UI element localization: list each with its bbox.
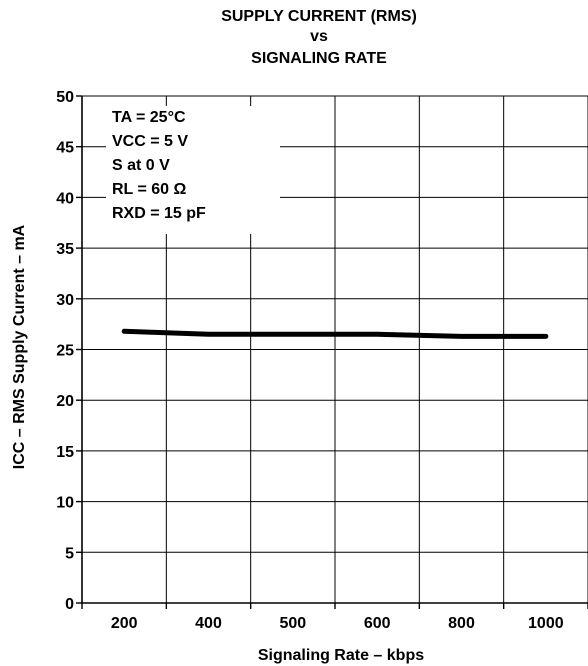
y-tick-label: 20 — [56, 393, 74, 410]
y-axis-title: ICC – RMS Supply Current – mA — [11, 224, 28, 469]
tick-labels: 0 5 10 15 20 25 30 35 40 45 50 200 400 500 600 800 1000 — [56, 89, 564, 632]
condition-rl: RL = 60 Ω — [112, 181, 187, 198]
chart-title-line-2: vs — [310, 28, 328, 45]
condition-vcc: VCC = 5 V — [112, 133, 189, 150]
y-tick-label: 25 — [56, 343, 74, 360]
condition-rxd: RXD = 15 pF — [112, 205, 206, 222]
y-tick-label: 45 — [56, 140, 74, 157]
x-tick-label: 600 — [364, 615, 391, 632]
x-tick-label: 400 — [195, 615, 222, 632]
chart-title-line-1: SUPPLY CURRENT (RMS) — [221, 8, 417, 25]
y-tick-label: 35 — [56, 241, 74, 258]
series-layer — [121, 328, 549, 339]
y-tick-label: 5 — [65, 545, 74, 562]
x-tick-label: 800 — [448, 615, 475, 632]
x-tick-label: 200 — [111, 615, 138, 632]
y-tick-label: 50 — [56, 89, 74, 106]
test-conditions-box: TA = 25°C VCC = 5 V S at 0 V RL = 60 Ω R… — [106, 106, 280, 234]
y-tick-label: 15 — [56, 444, 74, 461]
condition-s: S at 0 V — [112, 157, 170, 174]
supply-current-line — [121, 328, 549, 339]
x-tick-label: 1000 — [528, 615, 564, 632]
y-tick-label: 10 — [56, 495, 74, 512]
x-axis-title: Signaling Rate – kbps — [258, 647, 424, 664]
x-tick-label: 500 — [279, 615, 306, 632]
chart-title-line-3: SIGNALING RATE — [251, 50, 387, 67]
y-tick-label: 40 — [56, 190, 74, 207]
y-tick-label: 0 — [65, 596, 74, 613]
axes — [76, 95, 588, 609]
condition-ta: TA = 25°C — [112, 109, 186, 126]
y-tick-label: 30 — [56, 292, 74, 309]
